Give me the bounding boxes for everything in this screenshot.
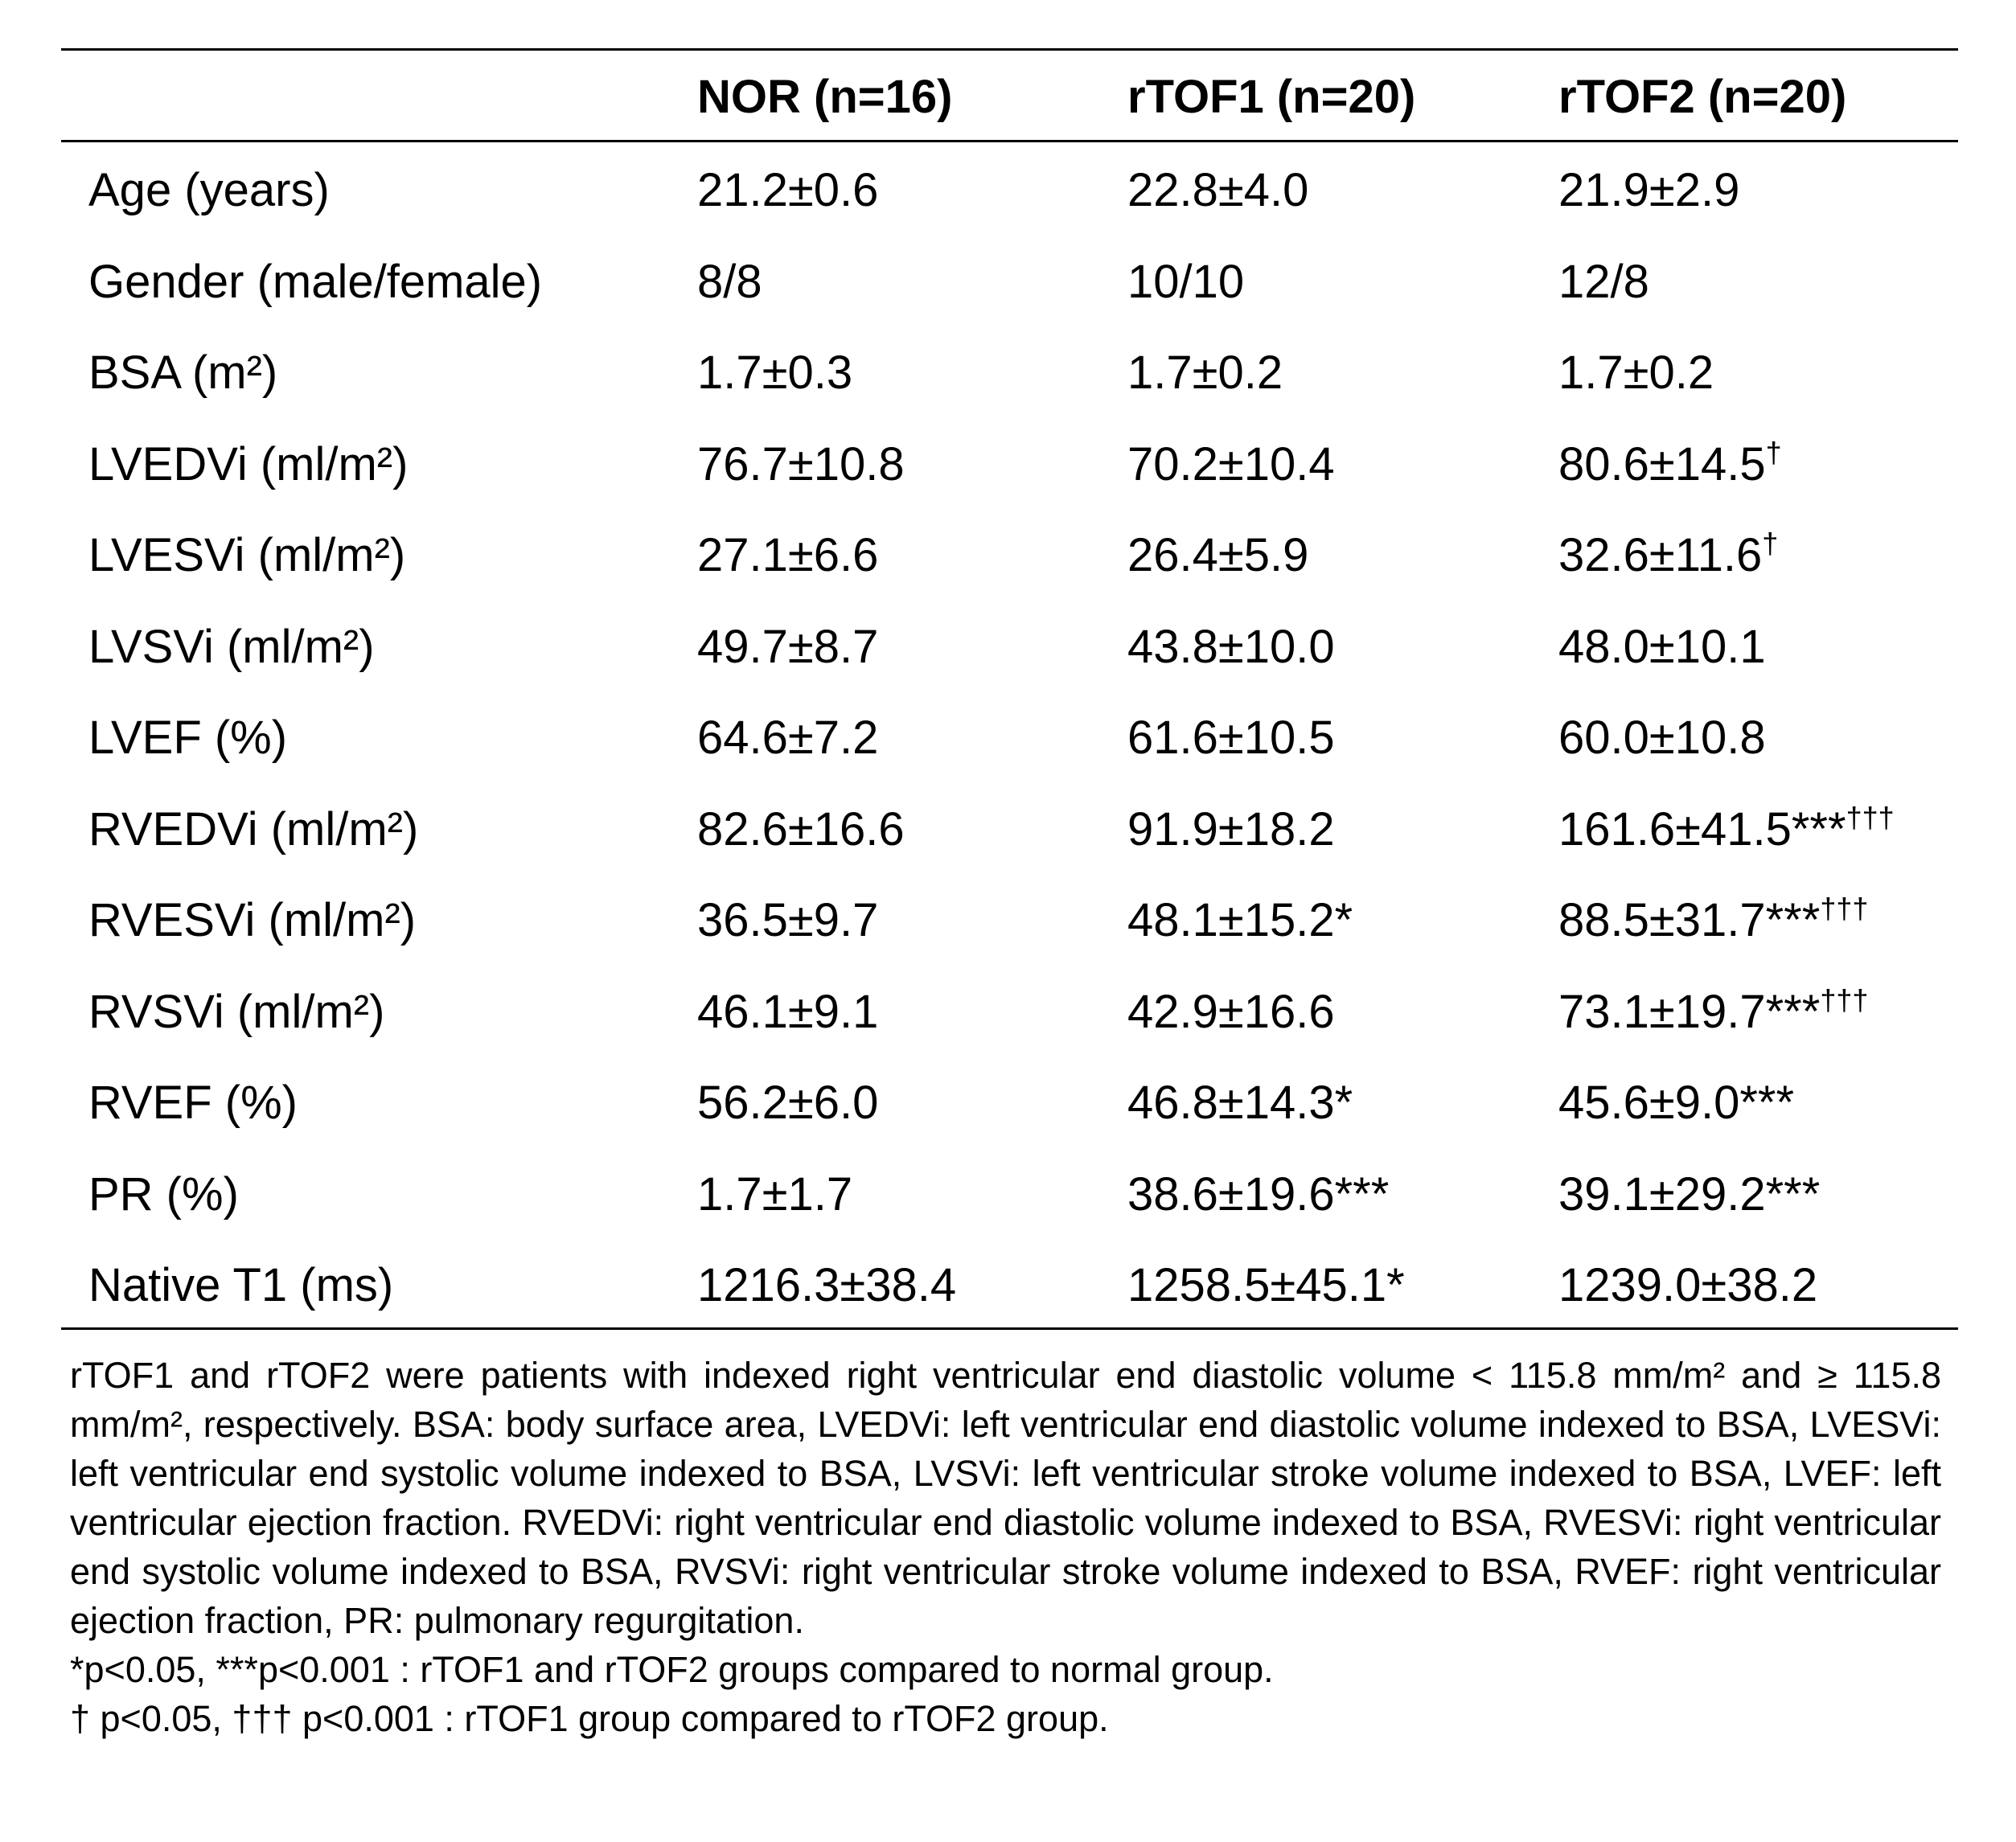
table-cell: 8/8: [697, 255, 762, 308]
table-cell: 1.7±1.7: [697, 1167, 853, 1220]
row-label: RVESVi (ml/m²): [88, 894, 417, 946]
row-label: PR (%): [88, 1167, 239, 1220]
footnote: *p<0.05, ***p<0.001 : rTOF1 and rTOF2 gr…: [70, 1649, 1274, 1690]
column-header: rTOF1 (n=20): [1127, 71, 1416, 123]
table-cell: 46.1±9.1: [697, 985, 879, 1038]
table-cell: 61.6±10.5: [1127, 712, 1335, 764]
row-label: RVEF (%): [88, 1077, 298, 1129]
table-cell: 36.5±9.7: [697, 894, 879, 946]
table-cell: 27.1±6.6: [697, 529, 879, 581]
row-label: LVEDVi (ml/m²): [88, 437, 409, 490]
table-cell: 1.7±0.2: [1558, 347, 1714, 399]
table-cell: 60.0±10.8: [1558, 712, 1766, 764]
table-cell: 48.0±10.1: [1558, 620, 1766, 673]
table-cell: 1258.5±45.1*: [1127, 1259, 1405, 1311]
table-cell: 1.7±0.3: [697, 347, 853, 399]
table-cell: 80.6±14.5†: [1558, 435, 1782, 490]
footnote: rTOF1 and rTOF2 were patients with index…: [70, 1355, 1941, 1641]
table-cell: 73.1±19.7***†††: [1558, 983, 1869, 1038]
table-cell: 10/10: [1127, 255, 1245, 308]
table-cell: 21.2±0.6: [697, 164, 879, 216]
table-cell: 38.6±19.6***: [1127, 1167, 1390, 1220]
table-cell: 45.6±9.0***: [1558, 1077, 1795, 1129]
row-label: LVESVi (ml/m²): [88, 529, 406, 581]
table-cell: 43.8±10.0: [1127, 620, 1335, 673]
table-cell: 42.9±16.6: [1127, 985, 1335, 1038]
table-cell: 1216.3±38.4: [697, 1259, 957, 1311]
table-cell: 76.7±10.8: [697, 437, 905, 490]
row-label: RVSVi (ml/m²): [88, 985, 385, 1038]
top-rule: [61, 48, 1958, 51]
table-cell: 88.5±31.7***†††: [1558, 892, 1869, 947]
table-cell: 64.6±7.2: [697, 712, 879, 764]
row-label: RVEDVi (ml/m²): [88, 802, 419, 855]
row-label: LVSVi (ml/m²): [88, 620, 375, 673]
table-cell: 82.6±16.6: [697, 802, 905, 855]
table-cell: 26.4±5.9: [1127, 529, 1309, 581]
table-cell: 32.6±11.6†: [1558, 527, 1779, 582]
table-cell: 1239.0±38.2: [1558, 1259, 1818, 1311]
column-header: NOR (n=16): [697, 71, 953, 123]
table-cell: 21.9±2.9: [1558, 164, 1740, 216]
footnote: † p<0.05, ††† p<0.001 : rTOF1 group comp…: [70, 1698, 1109, 1739]
row-label: LVEF (%): [88, 712, 288, 764]
column-header: rTOF2 (n=20): [1558, 71, 1847, 123]
row-label: BSA (m²): [88, 347, 278, 399]
table-cell: 70.2±10.4: [1127, 437, 1335, 490]
bottom-rule: [61, 1327, 1958, 1330]
table-cell: 39.1±29.2***: [1558, 1167, 1821, 1220]
table-cell: 91.9±18.2: [1127, 802, 1335, 855]
table-cell: 1.7±0.2: [1127, 347, 1283, 399]
table-cell: 48.1±15.2*: [1127, 894, 1353, 946]
row-label: Gender (male/female): [88, 255, 543, 308]
table-cell: 161.6±41.5***†††: [1558, 800, 1895, 855]
row-label: Age (years): [88, 164, 330, 216]
table-cell: 56.2±6.0: [697, 1077, 879, 1129]
table-cell: 22.8±4.0: [1127, 164, 1309, 216]
table-cell: 46.8±14.3*: [1127, 1077, 1353, 1129]
table-cell: 12/8: [1558, 255, 1649, 308]
row-label: Native T1 (ms): [88, 1259, 394, 1311]
header-rule: [61, 140, 1958, 142]
notes: rTOF1 and rTOF2 were patients with index…: [70, 1351, 1941, 1743]
table-cell: 49.7±8.7: [697, 620, 879, 673]
